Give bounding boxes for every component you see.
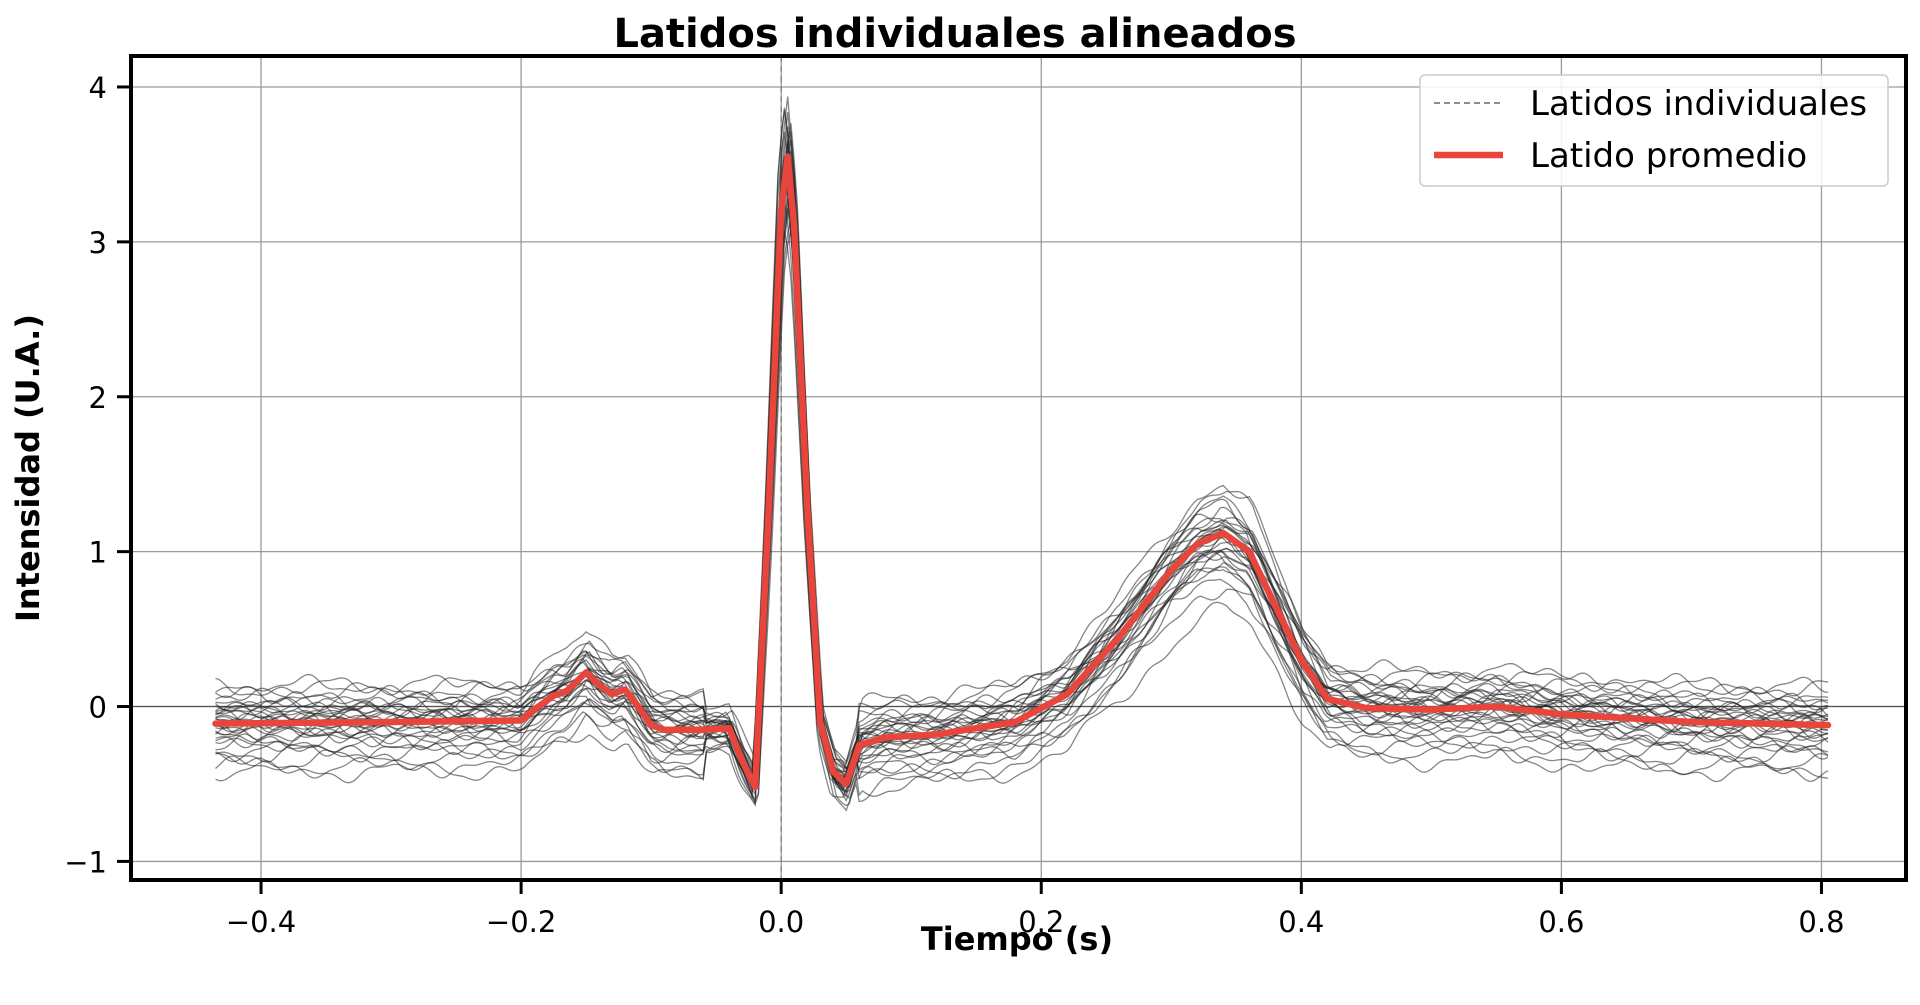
legend: Latidos individuales Latido promedio bbox=[1419, 74, 1889, 187]
x-tick-label: −0.4 bbox=[226, 905, 296, 939]
individual-beat-line bbox=[215, 192, 1829, 777]
x-tick-label: −0.2 bbox=[486, 905, 556, 939]
individual-beat-line bbox=[215, 160, 1829, 783]
individual-beat-line bbox=[215, 130, 1829, 806]
individual-beats bbox=[215, 96, 1829, 812]
individual-beat-line bbox=[215, 156, 1829, 786]
individual-beat-line bbox=[215, 158, 1829, 788]
individual-beat-line bbox=[215, 179, 1829, 782]
y-tick-label: −1 bbox=[64, 845, 107, 879]
individual-beat-line bbox=[215, 197, 1829, 771]
individual-beat-line bbox=[215, 163, 1829, 789]
y-tick-label: 1 bbox=[89, 536, 107, 570]
y-tick-label: 3 bbox=[89, 226, 107, 260]
y-tick-label: 0 bbox=[89, 691, 107, 725]
individual-beat-line bbox=[215, 150, 1829, 788]
individual-beat-line bbox=[215, 126, 1829, 803]
x-tick-label: 0.8 bbox=[1798, 905, 1844, 939]
y-axis-label: Intensidad (U.A.) bbox=[9, 314, 47, 622]
average-beat-line bbox=[212, 153, 1832, 791]
individual-beat-line bbox=[215, 107, 1829, 801]
individual-beat-line bbox=[215, 187, 1829, 786]
legend-average-label: Latido promedio bbox=[1530, 136, 1807, 176]
x-axis-ticks: −0.4 −0.2 0.0 0.2 0.4 0.6 0.8 bbox=[226, 880, 1845, 939]
individual-beat-line bbox=[215, 144, 1829, 783]
y-tick-label: 4 bbox=[89, 71, 107, 105]
average-beat bbox=[212, 153, 1832, 791]
y-axis-ticks: −1 0 1 2 3 4 bbox=[64, 71, 131, 879]
x-axis-label: Tiempo (s) bbox=[921, 920, 1113, 958]
x-tick-label: 0.6 bbox=[1538, 905, 1584, 939]
individual-beat-line bbox=[215, 173, 1829, 804]
x-tick-label: 0.0 bbox=[758, 905, 804, 939]
individual-beat-line bbox=[215, 185, 1829, 770]
individual-beat-line bbox=[215, 131, 1829, 792]
plot-area-frame bbox=[129, 54, 1908, 882]
legend-individual-label: Latidos individuales bbox=[1530, 84, 1867, 124]
individual-beat-line bbox=[215, 202, 1829, 798]
x-tick-label: 0.2 bbox=[1018, 905, 1064, 939]
x-tick-label: 0.4 bbox=[1278, 905, 1324, 939]
legend-box bbox=[1419, 74, 1889, 187]
individual-beat-line bbox=[215, 230, 1829, 797]
individual-beat-line bbox=[215, 123, 1829, 807]
individual-beat-line bbox=[215, 230, 1829, 802]
individual-beat-line bbox=[215, 140, 1829, 812]
y-tick-label: 2 bbox=[89, 381, 107, 415]
individual-beat-line bbox=[215, 163, 1829, 779]
chart-title: Latidos individuales alineados bbox=[613, 11, 1296, 57]
